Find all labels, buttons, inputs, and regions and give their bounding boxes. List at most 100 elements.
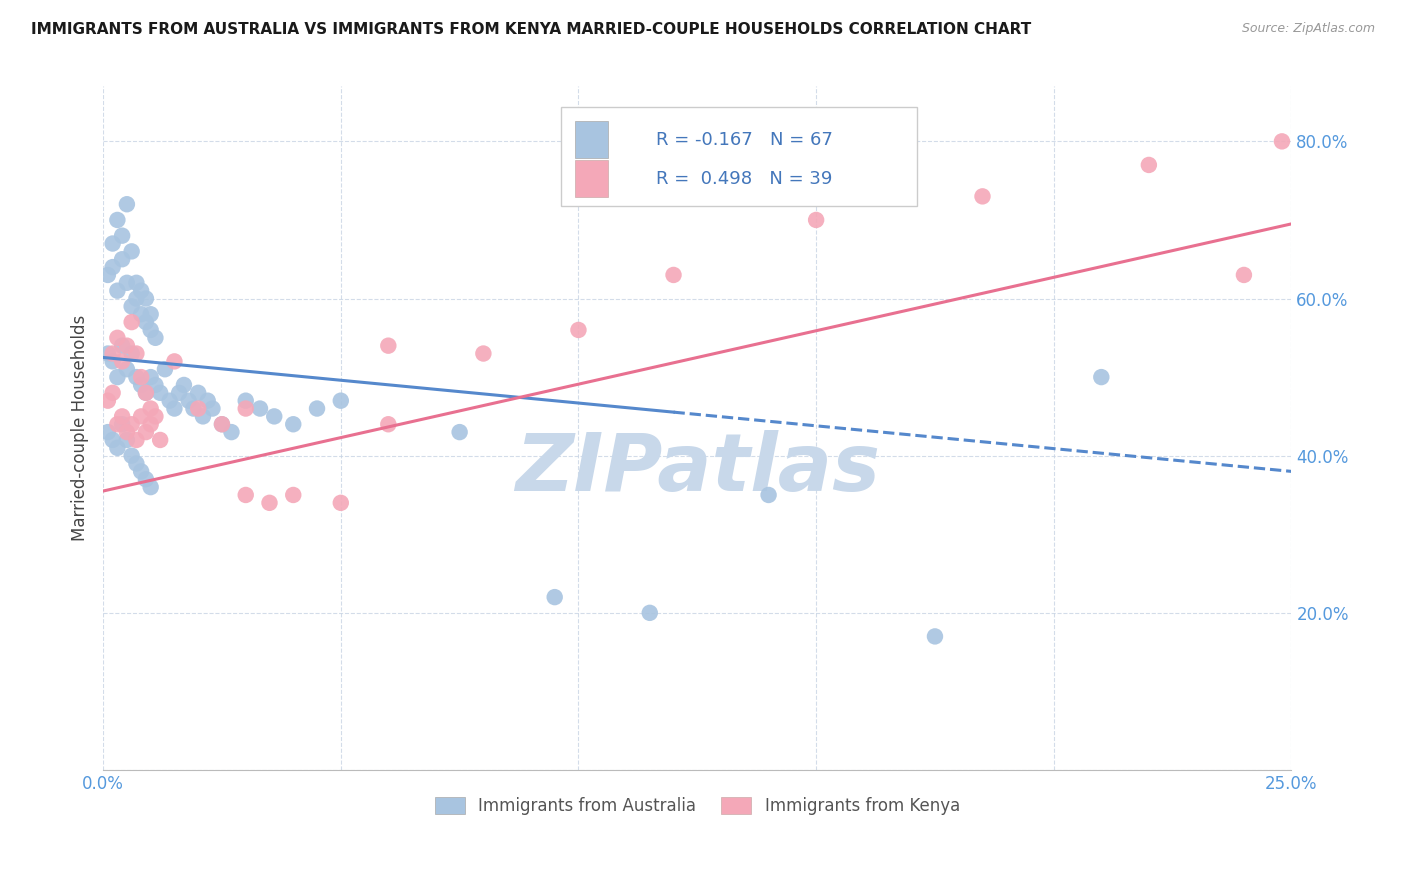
Point [125,433,148,447]
Point [187,385,209,400]
Point [163,354,186,368]
Point [235,488,257,502]
Point [135,315,157,329]
Point [105,417,128,432]
Point [101,433,124,447]
Point [235,401,257,416]
Point [129,464,152,478]
Point [211,417,233,432]
Point [221,425,243,439]
Point [125,457,148,471]
Point [197,393,219,408]
Point [129,378,152,392]
Point [135,385,157,400]
Point [125,276,148,290]
Point [105,331,128,345]
Point [153,362,176,376]
Point [105,213,128,227]
Point [115,433,138,447]
Point [235,393,257,408]
Point [121,299,143,313]
Point [129,307,152,321]
Point [115,276,138,290]
Point [377,417,399,432]
Text: Source: ZipAtlas.com: Source: ZipAtlas.com [1241,22,1375,36]
Point [97,425,120,439]
Point [101,385,124,400]
Point [758,488,780,502]
Point [329,393,352,408]
Point [924,629,946,643]
Point [139,307,162,321]
Point [191,409,214,424]
Point [125,370,148,384]
Point [97,268,120,282]
Point [145,409,167,424]
Point [139,417,162,432]
Point [101,354,124,368]
Point [638,606,661,620]
Point [97,346,120,360]
Point [377,339,399,353]
Point [167,385,190,400]
Point [105,441,128,455]
FancyBboxPatch shape [575,160,609,197]
Point [101,260,124,274]
Point [972,189,994,203]
Point [121,346,143,360]
Point [259,496,281,510]
Point [139,480,162,494]
Point [305,401,328,416]
Point [135,385,157,400]
Point [183,401,205,416]
Point [1271,134,1294,148]
Point [97,393,120,408]
FancyBboxPatch shape [575,121,609,159]
Point [139,323,162,337]
Point [121,315,143,329]
Point [115,339,138,353]
Point [163,401,186,416]
Point [662,268,685,282]
Point [187,401,209,416]
Text: ZIPatlas: ZIPatlas [515,430,880,508]
Point [105,370,128,384]
Point [115,197,138,211]
Point [149,433,172,447]
Point [211,417,233,432]
Point [449,425,471,439]
Point [101,346,124,360]
Point [121,417,143,432]
Point [135,472,157,486]
Point [1233,268,1256,282]
Y-axis label: Married-couple Households: Married-couple Households [72,315,89,541]
Point [139,370,162,384]
Point [129,409,152,424]
Point [249,401,271,416]
Point [283,488,305,502]
Point [111,339,134,353]
Point [135,425,157,439]
Point [145,331,167,345]
Legend: Immigrants from Australia, Immigrants from Kenya: Immigrants from Australia, Immigrants fr… [426,789,969,823]
Point [177,393,200,408]
Point [105,284,128,298]
Point [329,496,352,510]
Point [135,292,157,306]
FancyBboxPatch shape [561,107,917,206]
Point [125,346,148,360]
Point [567,323,589,337]
Point [115,425,138,439]
Point [472,346,495,360]
Text: R =  0.498   N = 39: R = 0.498 N = 39 [655,169,832,187]
Point [149,385,172,400]
Point [129,284,152,298]
Point [101,236,124,251]
Point [201,401,224,416]
Point [129,370,152,384]
Point [159,393,181,408]
Point [111,252,134,267]
Point [544,590,567,604]
Point [111,417,134,432]
Point [121,244,143,259]
